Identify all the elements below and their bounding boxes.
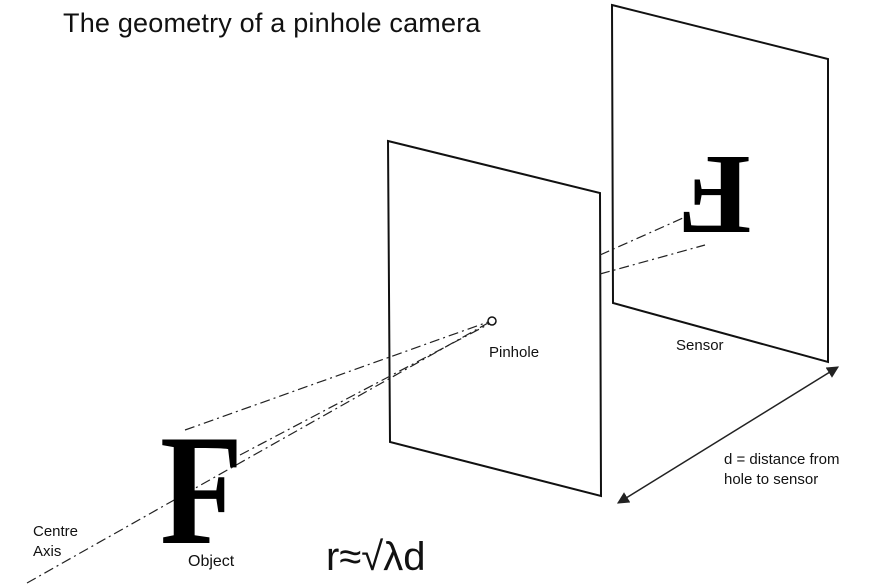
centre-axis-label-line-1: Centre bbox=[33, 523, 79, 540]
distance-label: d = distance from hole to sensor bbox=[724, 450, 894, 490]
distance-label-line-2: hole to sensor bbox=[724, 471, 819, 488]
centre-axis-label: Centre Axis bbox=[33, 522, 113, 562]
ray-object-top bbox=[184, 321, 489, 431]
ray-sensor-top bbox=[599, 217, 684, 256]
ray-object-mid bbox=[239, 323, 490, 456]
pinhole-hole bbox=[487, 316, 497, 326]
diagram-title: The geometry of a pinhole camera bbox=[63, 8, 481, 38]
object-label: Object bbox=[188, 553, 235, 570]
distance-label-line-1: d = distance from bbox=[724, 451, 840, 468]
inverted-image-letter-glyph: F bbox=[678, 132, 752, 259]
centre-axis-line bbox=[26, 322, 489, 584]
object-letter-glyph: F bbox=[160, 403, 244, 578]
ray-sensor-bottom bbox=[599, 244, 706, 275]
distance-arrow bbox=[616, 366, 840, 504]
centre-axis-label-line-2: Axis bbox=[33, 543, 62, 560]
pinhole-label: Pinhole bbox=[489, 344, 540, 361]
sensor-screen bbox=[610, 3, 829, 364]
pinhole-size-formula: r≈√λd bbox=[326, 535, 426, 579]
sensor-label: Sensor bbox=[676, 337, 724, 354]
pinhole-screen bbox=[386, 139, 603, 498]
